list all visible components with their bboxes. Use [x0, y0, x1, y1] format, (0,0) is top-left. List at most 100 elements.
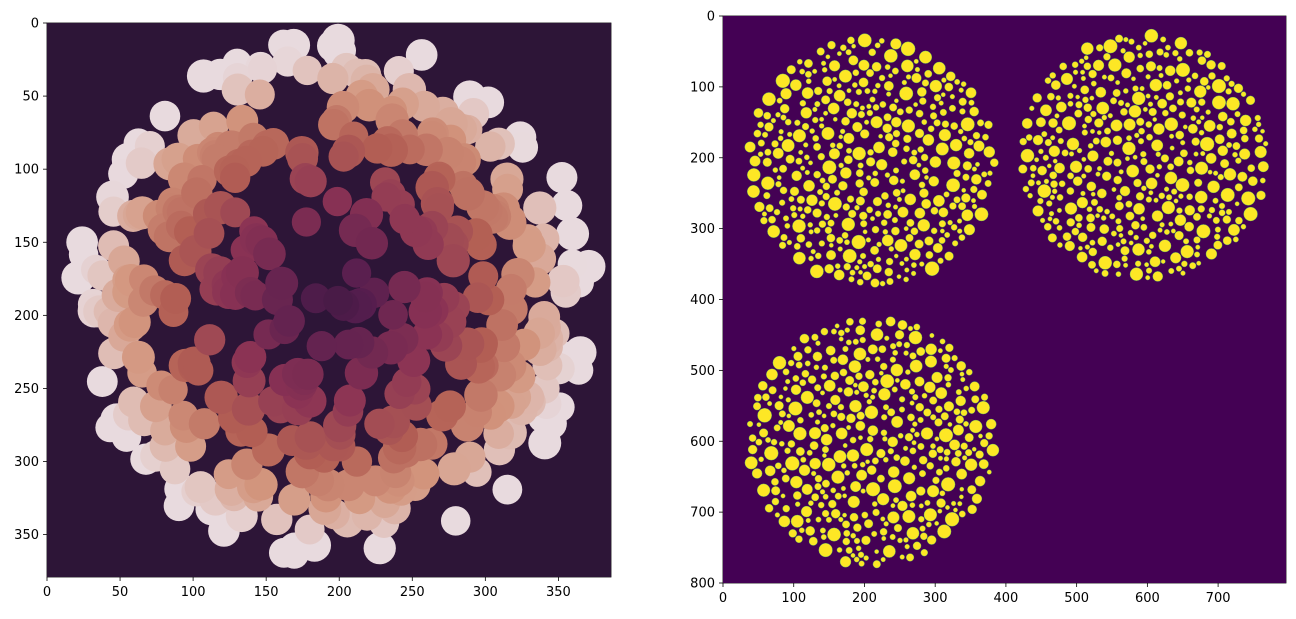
mask-disc — [882, 123, 892, 134]
x-tick-label: 0 — [719, 591, 727, 606]
mask-disc — [1084, 164, 1093, 173]
mask-disc — [943, 448, 951, 456]
mask-disc — [938, 128, 952, 142]
mask-disc — [834, 189, 841, 196]
mask-disc — [1225, 208, 1233, 215]
mask-disc — [841, 217, 856, 232]
mask-disc — [851, 43, 856, 49]
mask-disc — [858, 317, 867, 325]
mask-disc — [859, 461, 866, 468]
mask-disc — [1164, 65, 1176, 77]
mask-disc — [1123, 37, 1129, 43]
mask-disc — [1118, 233, 1124, 238]
mask-disc — [1101, 74, 1107, 80]
mask-disc — [1049, 72, 1057, 79]
mask-disc — [1096, 188, 1107, 199]
mask-disc — [958, 87, 964, 93]
mask-disc — [865, 356, 871, 363]
mask-disc — [1158, 239, 1172, 253]
mask-disc — [757, 151, 764, 157]
mask-disc — [935, 405, 943, 413]
mask-disc — [1193, 106, 1200, 113]
mask-disc — [899, 178, 906, 184]
mask-disc — [900, 188, 906, 194]
mask-disc — [980, 438, 989, 448]
mask-disc — [970, 185, 978, 194]
mask-disc — [1157, 98, 1168, 109]
mask-disc — [804, 169, 810, 176]
mask-disc — [1082, 123, 1087, 129]
mask-disc — [855, 169, 864, 178]
mask-disc — [812, 399, 821, 408]
mask-disc — [1156, 64, 1163, 72]
mask-disc — [971, 174, 982, 185]
mask-disc — [893, 253, 899, 259]
disc — [278, 483, 311, 516]
mask-disc — [814, 86, 823, 96]
mask-disc — [787, 359, 795, 367]
mask-disc — [821, 479, 830, 488]
mask-disc — [774, 512, 780, 518]
mask-disc — [957, 501, 963, 507]
mask-disc — [866, 206, 874, 214]
mask-disc — [1184, 85, 1192, 92]
mask-disc — [812, 351, 823, 362]
mask-disc — [1183, 238, 1190, 245]
mask-disc — [935, 142, 949, 156]
mask-disc — [1234, 111, 1241, 118]
mask-disc — [812, 208, 822, 218]
mask-disc — [816, 409, 823, 416]
mask-disc — [959, 108, 966, 115]
mask-disc — [806, 194, 818, 207]
mask-disc — [900, 456, 910, 466]
mask-disc — [1182, 124, 1188, 130]
mask-disc — [1112, 88, 1121, 97]
mask-disc — [904, 193, 917, 206]
disc — [333, 384, 366, 417]
mask-disc — [864, 405, 879, 420]
mask-disc — [968, 406, 976, 414]
mask-disc — [1161, 200, 1176, 215]
mask-disc — [918, 516, 925, 523]
mask-disc — [1136, 64, 1145, 73]
mask-disc — [1178, 111, 1186, 119]
mask-disc — [885, 257, 894, 266]
mask-disc — [881, 414, 888, 421]
mask-disc — [1095, 86, 1107, 98]
mask-disc — [1146, 249, 1152, 255]
mask-disc — [1145, 275, 1151, 281]
mask-disc — [753, 402, 762, 411]
mask-disc — [858, 59, 870, 71]
mask-disc — [800, 165, 806, 171]
mask-disc — [871, 530, 878, 537]
mask-disc — [1145, 177, 1158, 190]
mask-disc — [1083, 62, 1092, 71]
mask-disc — [1164, 229, 1170, 235]
mask-disc — [1120, 108, 1128, 116]
mask-disc — [1110, 119, 1123, 132]
mask-disc — [935, 468, 943, 476]
mask-disc — [908, 330, 923, 345]
mask-disc — [779, 164, 788, 173]
mask-disc — [911, 149, 918, 156]
mask-disc — [914, 207, 926, 219]
mask-disc — [828, 242, 834, 248]
mask-disc — [952, 240, 959, 247]
mask-disc — [759, 428, 769, 438]
mask-disc — [967, 504, 977, 515]
mask-disc — [852, 69, 860, 77]
mask-disc — [933, 94, 942, 102]
mask-disc — [932, 242, 943, 253]
right-mask-panel: 0 100 200 300 400 500 600 700 0 100 200 300 400 500 60… — [690, 10, 1287, 606]
mask-disc — [1156, 164, 1163, 170]
mask-disc — [783, 386, 788, 391]
mask-disc — [872, 88, 878, 95]
mask-disc — [789, 186, 800, 196]
mask-disc — [926, 535, 937, 545]
mask-disc — [1107, 244, 1114, 252]
mask-disc — [753, 129, 762, 138]
mask-disc — [1165, 92, 1175, 101]
mask-disc — [984, 120, 993, 129]
mask-disc — [744, 456, 758, 470]
mask-disc — [801, 369, 810, 378]
